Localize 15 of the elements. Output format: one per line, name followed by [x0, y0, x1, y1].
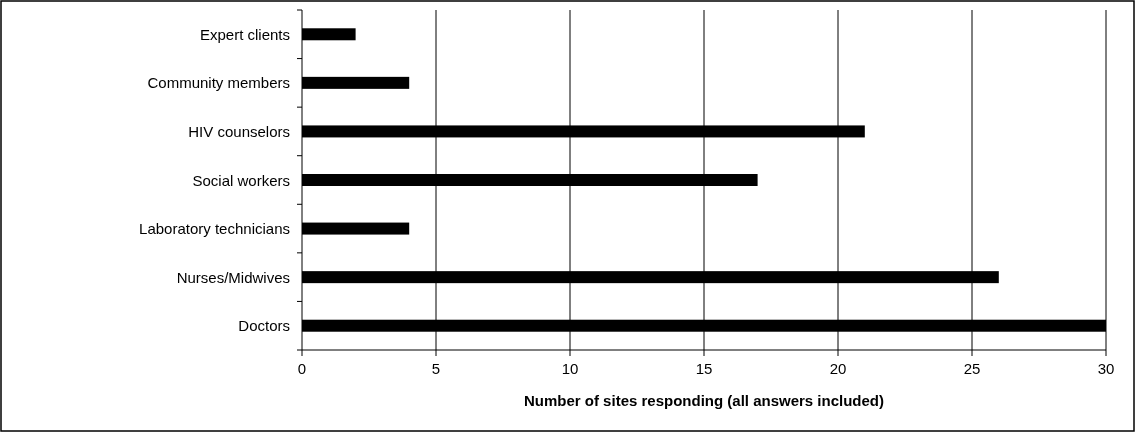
y-tick-label: Laboratory technicians — [139, 220, 290, 238]
x-axis-title: Number of sites responding (all answers included) — [523, 392, 885, 409]
y-tick-label: Expert clients — [199, 25, 290, 43]
x-tick-label: 0 — [297, 360, 307, 377]
y-tick-label: Social workers — [192, 171, 290, 189]
y-tick-label: Community members — [147, 74, 290, 92]
y-tick-label: Doctors — [238, 317, 290, 335]
x-tick-label: 15 — [695, 360, 713, 377]
x-tick-label: 10 — [561, 360, 579, 377]
x-tick-label: 5 — [431, 360, 441, 377]
x-tick-label: 20 — [829, 360, 847, 377]
x-tick-label: 30 — [1097, 360, 1115, 377]
y-tick-label: Nurses/Midwives — [176, 268, 290, 286]
y-tick-label: HIV counselors — [188, 122, 290, 140]
x-tick-label: 25 — [963, 360, 981, 377]
